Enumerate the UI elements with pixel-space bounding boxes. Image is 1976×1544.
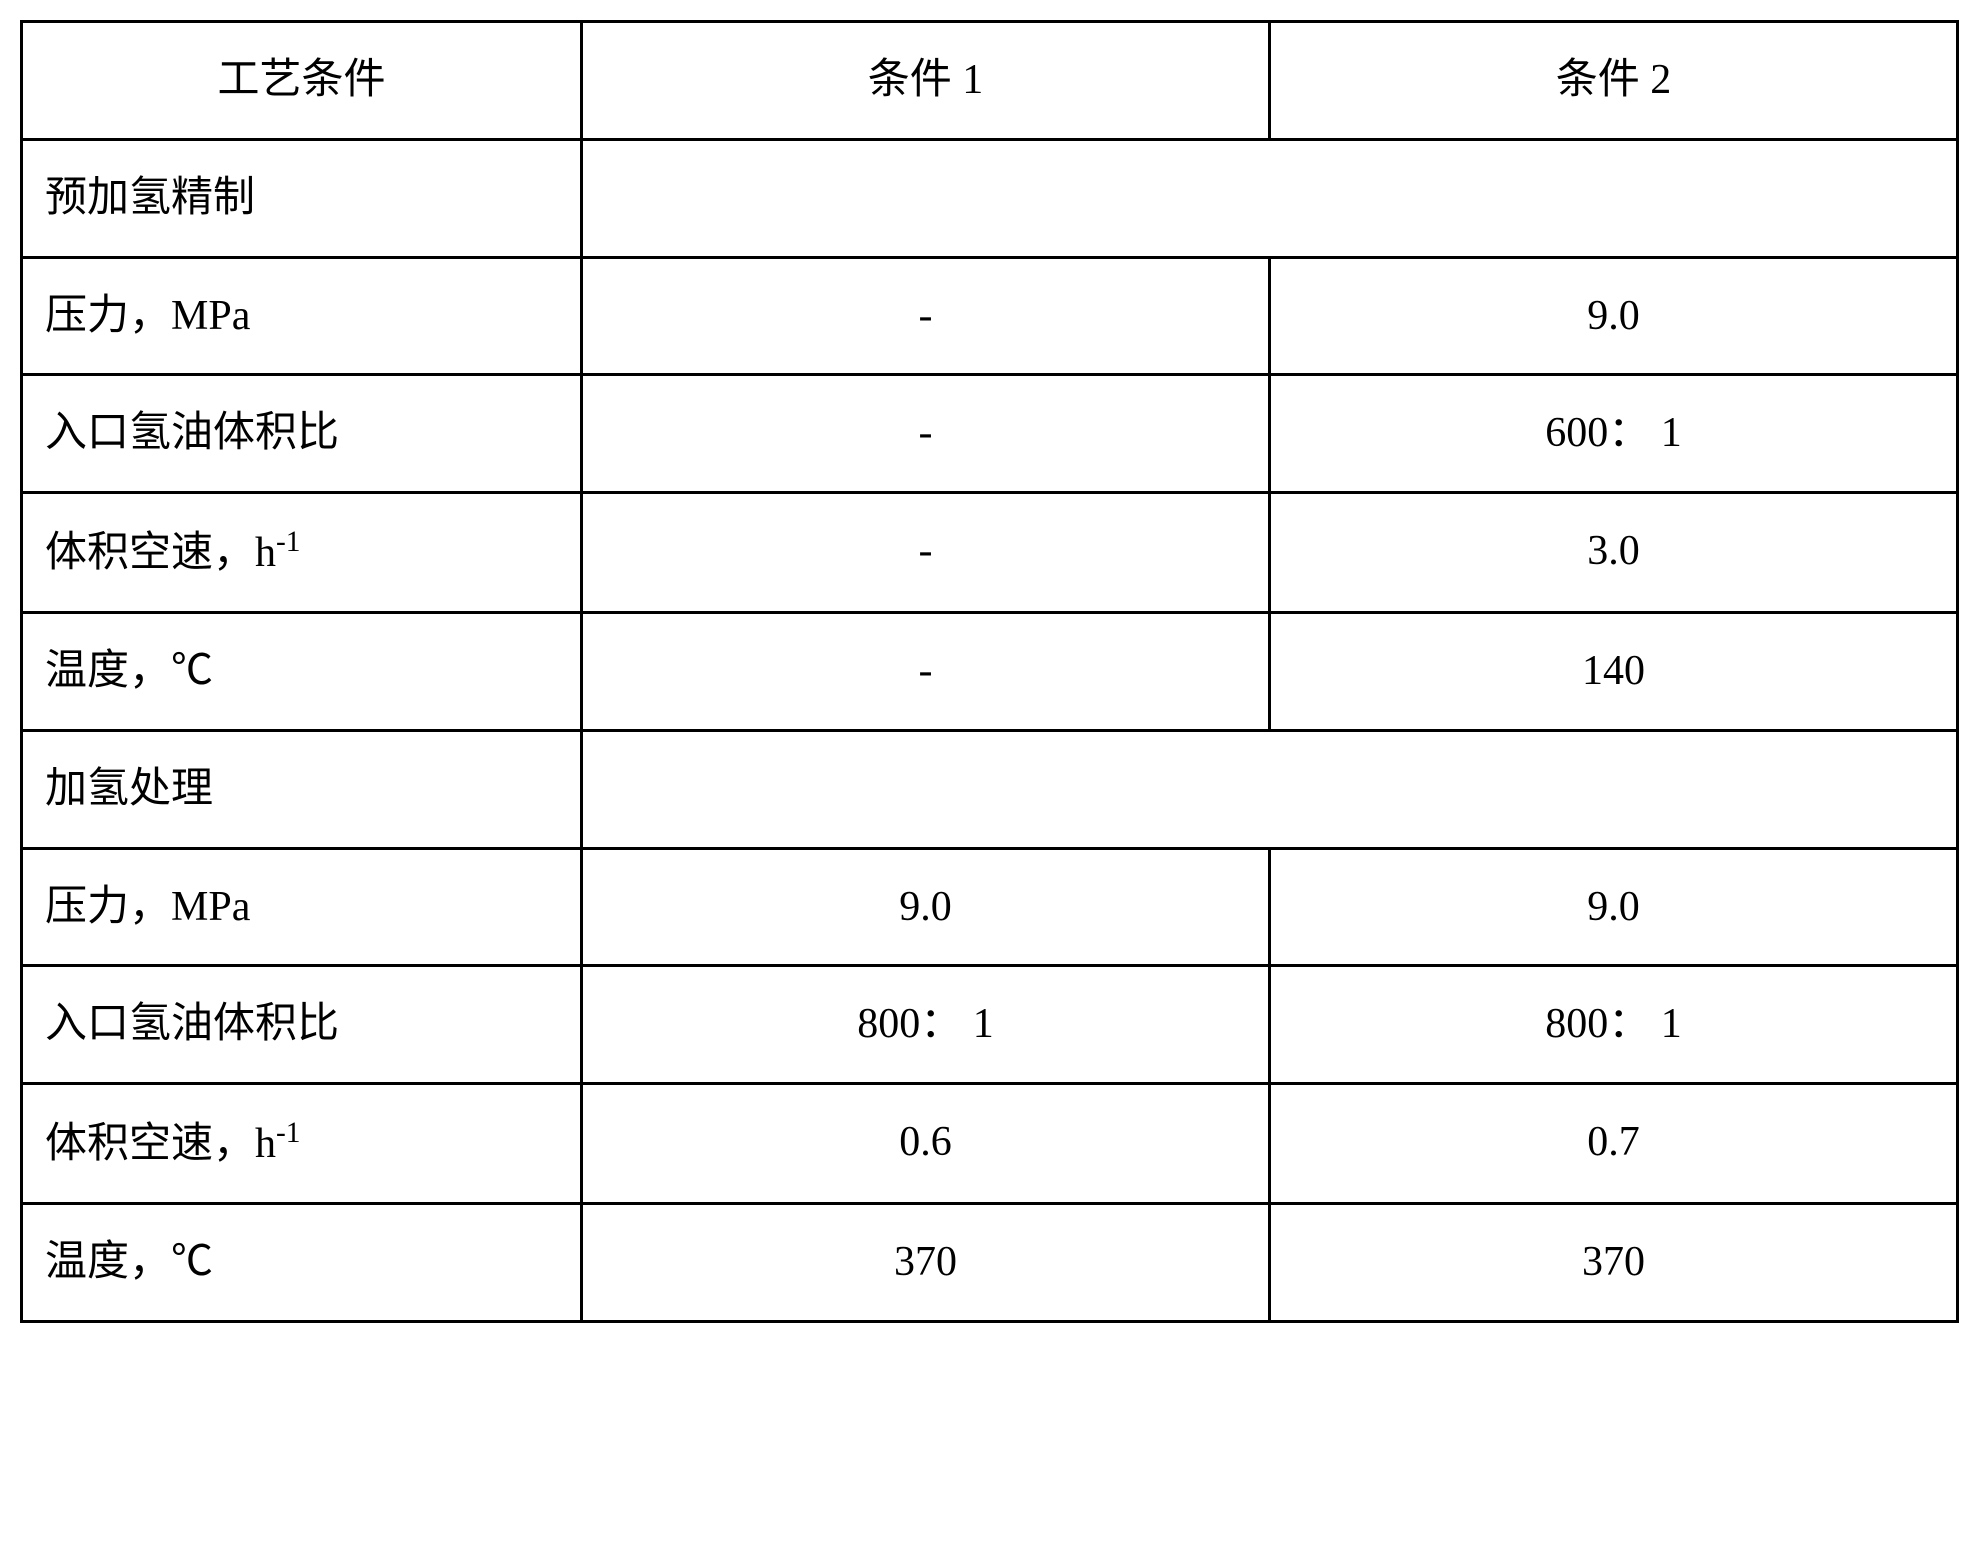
cell-cond1: - bbox=[582, 257, 1270, 375]
row-label: 温度，℃ bbox=[22, 1203, 582, 1321]
row-label: 体积空速，h-1 bbox=[22, 1084, 582, 1204]
table-row: 预加氢精制 bbox=[22, 139, 1958, 257]
cell-cond1: 800： 1 bbox=[582, 966, 1270, 1084]
process-conditions-table: 工艺条件 条件 1 条件 2 预加氢精制 压力，MPa - 9.0 入口氢油体积… bbox=[20, 20, 1959, 1323]
row-label: 压力，MPa bbox=[22, 848, 582, 966]
cell-cond2: 9.0 bbox=[1270, 257, 1958, 375]
row-label: 体积空速，h-1 bbox=[22, 493, 582, 613]
cell-cond2: 600： 1 bbox=[1270, 375, 1958, 493]
section-span bbox=[582, 139, 1958, 257]
table-row: 压力，MPa 9.0 9.0 bbox=[22, 848, 1958, 966]
table-body: 工艺条件 条件 1 条件 2 预加氢精制 压力，MPa - 9.0 入口氢油体积… bbox=[22, 22, 1958, 1322]
cell-cond2: 140 bbox=[1270, 612, 1958, 730]
cell-cond2: 3.0 bbox=[1270, 493, 1958, 613]
row-label: 温度，℃ bbox=[22, 612, 582, 730]
cell-cond2: 0.7 bbox=[1270, 1084, 1958, 1204]
cell-cond1: - bbox=[582, 612, 1270, 730]
table-row: 体积空速，h-1 0.6 0.7 bbox=[22, 1084, 1958, 1204]
row-label: 入口氢油体积比 bbox=[22, 375, 582, 493]
header-cond1: 条件 1 bbox=[582, 22, 1270, 140]
header-label: 工艺条件 bbox=[22, 22, 582, 140]
cell-cond2: 800： 1 bbox=[1270, 966, 1958, 1084]
table-row: 加氢处理 bbox=[22, 730, 1958, 848]
table-row: 入口氢油体积比 800： 1 800： 1 bbox=[22, 966, 1958, 1084]
table-row: 温度，℃ 370 370 bbox=[22, 1203, 1958, 1321]
cell-cond1: 370 bbox=[582, 1203, 1270, 1321]
cell-cond1: - bbox=[582, 375, 1270, 493]
cell-cond1: 9.0 bbox=[582, 848, 1270, 966]
table-row: 体积空速，h-1 - 3.0 bbox=[22, 493, 1958, 613]
cell-cond1: 0.6 bbox=[582, 1084, 1270, 1204]
table-row: 压力，MPa - 9.0 bbox=[22, 257, 1958, 375]
row-label: 压力，MPa bbox=[22, 257, 582, 375]
cell-cond1: - bbox=[582, 493, 1270, 613]
cell-cond2: 370 bbox=[1270, 1203, 1958, 1321]
section-label: 加氢处理 bbox=[22, 730, 582, 848]
table-header-row: 工艺条件 条件 1 条件 2 bbox=[22, 22, 1958, 140]
row-label: 入口氢油体积比 bbox=[22, 966, 582, 1084]
table-row: 温度，℃ - 140 bbox=[22, 612, 1958, 730]
table-row: 入口氢油体积比 - 600： 1 bbox=[22, 375, 1958, 493]
header-cond2: 条件 2 bbox=[1270, 22, 1958, 140]
section-span bbox=[582, 730, 1958, 848]
section-label: 预加氢精制 bbox=[22, 139, 582, 257]
cell-cond2: 9.0 bbox=[1270, 848, 1958, 966]
